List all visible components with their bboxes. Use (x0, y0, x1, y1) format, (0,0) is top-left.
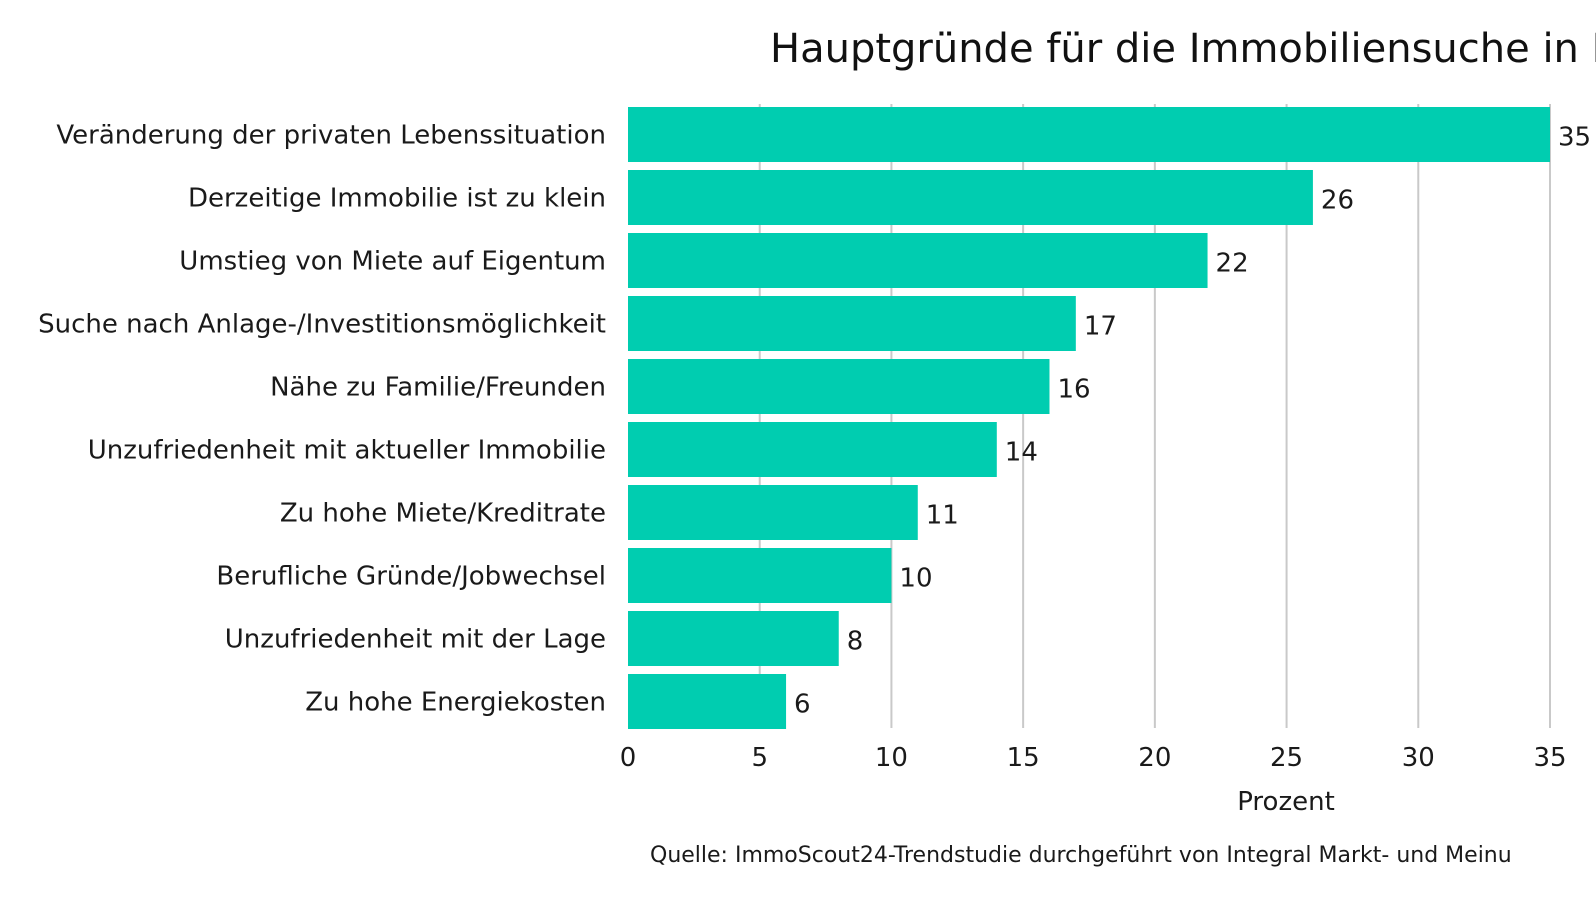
data-label-3: 22 (1216, 249, 1249, 279)
x-tick-label-20: 20 (1138, 743, 1171, 773)
data-label-10: 6 (794, 690, 811, 720)
x-tick-label-15: 15 (1007, 743, 1040, 773)
source-note: Quelle: ImmoScout24-Trendstudie durchgef… (650, 843, 1512, 868)
category-label-10: Zu hohe Energiekosten (305, 688, 606, 718)
bar-2 (628, 170, 1313, 225)
category-label-2: Derzeitige Immobilie ist zu klein (188, 184, 606, 214)
category-label-3: Umstieg von Miete auf Eigentum (179, 247, 606, 277)
category-label-1: Veränderung der privaten Lebenssituation (56, 121, 606, 151)
x-axis-ticks: 0 5 10 15 20 25 30 35 (620, 743, 1567, 773)
bar-9 (628, 611, 839, 666)
category-label-9: Unzufriedenheit mit der Lage (225, 625, 606, 655)
chart-title: Hauptgründe für die Immobiliensuche in D (770, 26, 1596, 72)
category-labels: Veränderung der privaten Lebenssituation… (38, 121, 606, 718)
bar-4 (628, 296, 1076, 351)
x-tick-label-25: 25 (1270, 743, 1303, 773)
bar-8 (628, 548, 892, 603)
data-label-4: 17 (1084, 312, 1117, 342)
category-label-8: Berufliche Gründe/Jobwechsel (216, 562, 606, 592)
bar-3 (628, 233, 1208, 288)
bar-5 (628, 359, 1050, 414)
category-label-4: Suche nach Anlage-/Investitionsmöglichke… (38, 310, 606, 340)
data-label-2: 26 (1321, 186, 1354, 216)
data-labels: 35 26 22 17 16 14 11 10 8 6 (794, 123, 1591, 720)
x-tick-label-5: 5 (751, 743, 768, 773)
category-label-6: Unzufriedenheit mit aktueller Immobilie (88, 436, 606, 466)
category-label-5: Nähe zu Familie/Freunden (270, 373, 606, 403)
data-label-1: 35 (1558, 123, 1591, 153)
bar-1 (628, 107, 1550, 162)
data-label-6: 14 (1005, 438, 1038, 468)
data-label-5: 16 (1057, 375, 1090, 405)
category-label-7: Zu hohe Miete/Kreditrate (280, 499, 606, 529)
bar-6 (628, 422, 997, 477)
bar-10 (628, 674, 787, 729)
x-axis-title: Prozent (1237, 787, 1335, 817)
bar-7 (628, 485, 918, 540)
x-tick-label-10: 10 (875, 743, 908, 773)
data-label-8: 10 (899, 564, 932, 594)
bars (628, 107, 1550, 729)
data-label-7: 11 (926, 501, 959, 531)
x-tick-label-35: 35 (1533, 743, 1566, 773)
data-label-9: 8 (847, 627, 864, 657)
x-tick-label-0: 0 (620, 743, 637, 773)
x-tick-label-30: 30 (1402, 743, 1435, 773)
